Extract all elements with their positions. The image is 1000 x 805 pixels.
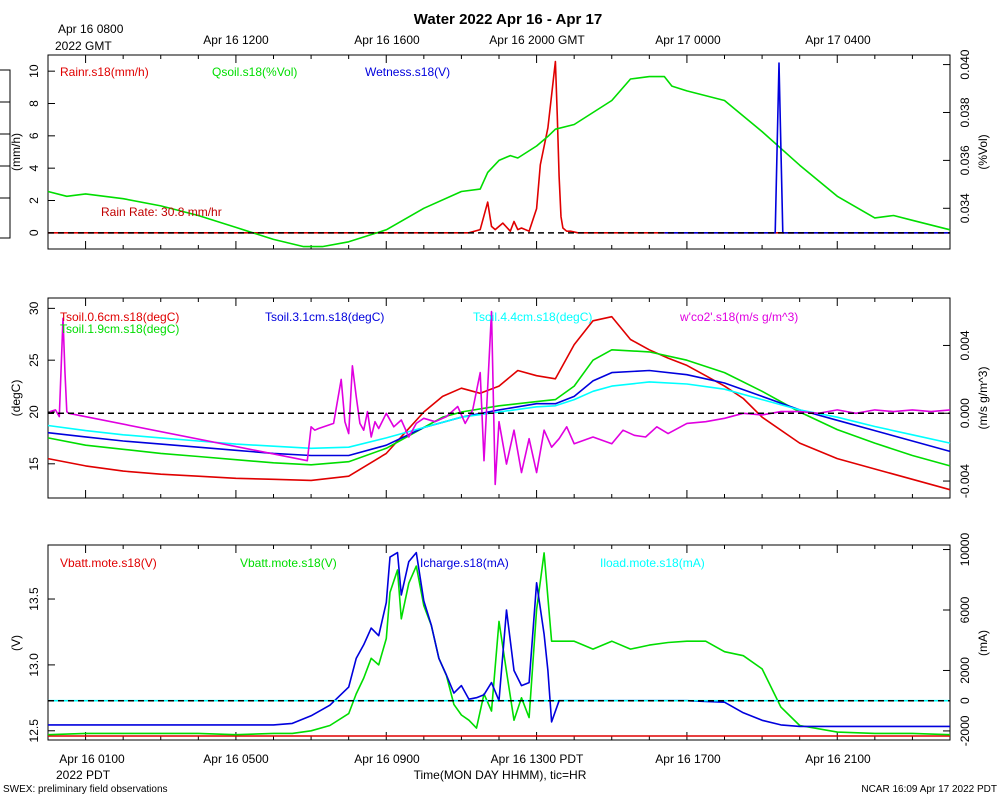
left-legend-box	[0, 69, 11, 239]
series-line-icharge-s18-ma-	[48, 551, 950, 728]
left-axis-label: (V)	[9, 635, 23, 651]
y-tick-label-left: 2	[27, 197, 41, 204]
legend-tsoil-3-1cm: Tsoil.3.1cm.s18(degC)	[265, 310, 384, 324]
y-tick-label-left: 0	[27, 229, 41, 236]
gmt-tick-label: Apr 17 0000	[655, 33, 721, 47]
y-tick-label-right: 2000	[958, 657, 972, 684]
y-tick-label-left: 30	[27, 301, 41, 315]
right-axis-label: (m/s g/m^3)	[976, 367, 990, 430]
footer-right-note: NCAR 16:09 Apr 17 2022 PDT	[861, 784, 997, 795]
y-tick-label-left: 10	[27, 64, 41, 78]
y-tick-label-right: 0.040	[958, 49, 972, 79]
pdt-tick-label: Apr 16 1300 PDT	[491, 752, 584, 766]
y-tick-label-right: 0.004	[958, 330, 972, 360]
y-tick-label-right: 0	[958, 697, 972, 704]
legend-qsoil: Qsoil.s18(%Vol)	[212, 65, 297, 79]
soil-temperature-panel: 15 20 25 30 -0.004 0.000 0.004 Tsoil.0.6cm.s1…	[9, 297, 990, 499]
y-tick-label-right: -0.004	[958, 464, 972, 498]
y-tick-label-left: 6	[27, 132, 41, 139]
y-tick-label-right: 0.000	[958, 398, 972, 428]
series-line-tsoil-1-9cm-s18-degc-	[47, 348, 951, 467]
water-panel: 0 2 4 6 8 10 0.034 0.036 0.038 0.040 Rainr.s18(m…	[0, 49, 990, 250]
y-tick-label-left: 13.0	[27, 653, 41, 677]
pdt-tick-label: Apr 16 0100	[59, 752, 125, 766]
legend-wco2: w'co2'.s18(m/s g/m^3)	[679, 310, 798, 324]
y-tick-label-right: 10000	[958, 533, 972, 567]
gmt-tick-label: Apr 17 0400	[805, 33, 871, 47]
legend-vbatt-green: Vbatt.mote.s18(V)	[240, 556, 337, 570]
series-line-w-co2-s18-m-s-g-m-3-	[49, 310, 951, 486]
y-tick-label-right: -2000	[958, 715, 972, 746]
legend-tsoil-4-4cm: Tsoil.4.4cm.s18(degC)	[473, 310, 592, 324]
gmt-first-label-line2: 2022 GMT	[55, 39, 112, 53]
left-axis-label: (mm/h)	[9, 133, 23, 171]
legend-vbatt-red: Vbatt.mote.s18(V)	[60, 556, 157, 570]
y-tick-label-right: 6000	[958, 596, 972, 623]
y-tick-label-left: 15	[27, 457, 41, 471]
legend-rainr: Rainr.s18(mm/h)	[60, 65, 149, 79]
right-axis-label: (mA)	[976, 630, 990, 656]
legend-tsoil-1-9cm: Tsoil.1.9cm.s18(degC)	[60, 322, 179, 336]
pdt-tick-label: Apr 16 0500	[203, 752, 269, 766]
pdt-year-label: 2022 PDT	[56, 768, 111, 782]
legend-wetness: Wetness.s18(V)	[365, 65, 450, 79]
y-tick-label-right: 0.034	[958, 193, 972, 223]
y-tick-label-right: 0.036	[958, 145, 972, 175]
gmt-tick-label: Apr 16 1600	[354, 33, 420, 47]
footer-left-note: SWEX: preliminary field observations	[3, 784, 168, 795]
gmt-first-label-line1: Apr 16 0800	[58, 22, 124, 36]
y-tick-label-left: 4	[27, 165, 41, 172]
series-line-vbatt-mote-s18-v-	[47, 552, 951, 736]
y-tick-label-left: 12.5	[27, 719, 41, 743]
series-line-tsoil-3-1cm-s18-degc-	[47, 369, 951, 457]
rain-rate-annotation: Rain Rate: 30.8 mm/hr	[101, 205, 222, 219]
chart-title: Water 2022 Apr 16 - Apr 17	[414, 11, 602, 28]
pdt-tick-label: Apr 16 2100	[805, 752, 871, 766]
y-tick-label-left: 25	[27, 353, 41, 367]
legend-tsoil-0-6cm: Tsoil.0.6cm.s18(degC)	[60, 310, 179, 324]
y-tick-label-left: 13.5	[27, 587, 41, 611]
x-axis-label: Time(MON DAY HHMM), tic=HR	[414, 768, 587, 782]
pdt-tick-label: Apr 16 1700	[655, 752, 721, 766]
series-line-rainr-s18-mm-h-	[48, 60, 950, 234]
power-panel: 12.5 13.0 13.5 -2000 0 2000 6000 10000 Vbatt.m…	[9, 533, 990, 747]
series-line-tsoil-0-6cm-s18-degc-	[47, 315, 951, 491]
legend-iload: Iload.mote.s18(mA)	[600, 556, 705, 570]
gmt-tick-label: Apr 16 1200	[203, 33, 269, 47]
right-axis-label: (%Vol)	[976, 134, 990, 169]
left-axis-label: (degC)	[9, 380, 23, 417]
legend-icharge: Icharge.s18(mA)	[420, 556, 509, 570]
pdt-tick-label: Apr 16 0900	[354, 752, 420, 766]
y-tick-label-right: 0.038	[958, 97, 972, 127]
y-tick-label-left: 8	[27, 100, 41, 107]
series-line-qsoil-s18-vol-	[47, 75, 951, 248]
y-tick-label-left: 20	[27, 405, 41, 419]
gmt-tick-label: Apr 16 2000 GMT	[489, 33, 585, 47]
